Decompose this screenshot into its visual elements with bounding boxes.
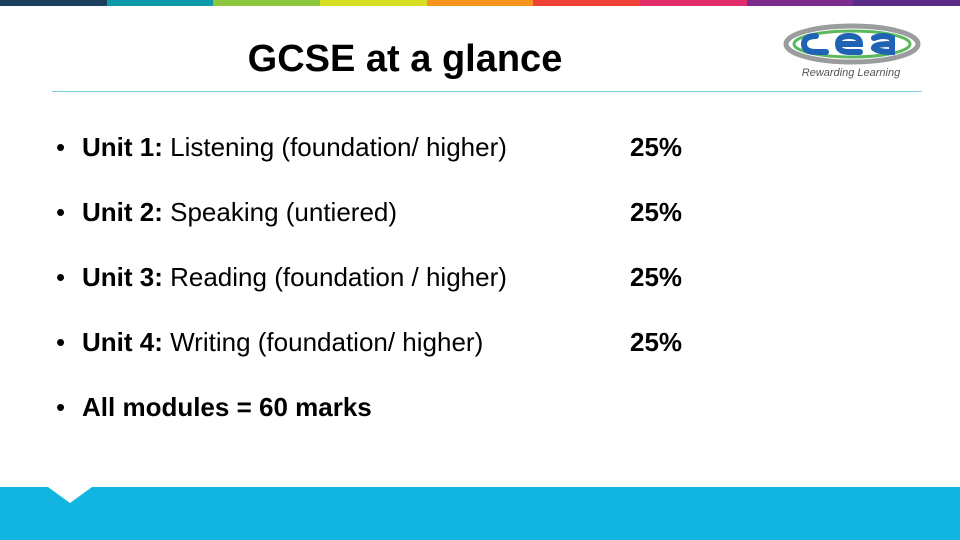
unit-description: Writing (foundation/ higher) bbox=[162, 327, 484, 357]
unit-description: Speaking (untiered) bbox=[162, 197, 398, 227]
unit-label: Unit 1: bbox=[82, 132, 163, 162]
stripe-segment bbox=[0, 0, 107, 6]
logo-tagline: Rewarding Learning bbox=[801, 67, 901, 79]
list-item-unit-2: • Unit 2: Speaking (untiered) 25% bbox=[56, 191, 776, 256]
bullet-icon: • bbox=[56, 392, 66, 422]
stripe-segment bbox=[533, 0, 641, 6]
unit-description: Listening (foundation/ higher) bbox=[162, 132, 507, 162]
list-item-unit-3: • Unit 3: Reading (foundation / higher) … bbox=[56, 256, 776, 321]
stripe-segment bbox=[426, 0, 534, 6]
title-underline bbox=[52, 91, 922, 92]
unit-label: Unit 4: bbox=[82, 327, 163, 357]
unit-label: Unit 2: bbox=[82, 197, 163, 227]
cea-logo-icon bbox=[783, 23, 921, 65]
bullet-list: • Unit 1: Listening (foundation/ higher)… bbox=[56, 126, 776, 451]
unit-weight: 25% bbox=[630, 327, 683, 357]
stripe-segment bbox=[746, 0, 854, 6]
bullet-icon: • bbox=[56, 197, 66, 227]
list-item-summary: • All modules = 60 marks bbox=[56, 386, 776, 451]
stripe-segment bbox=[640, 0, 747, 6]
unit-weight: 25% bbox=[630, 132, 683, 162]
stripe-segment bbox=[853, 0, 960, 6]
footer-notch bbox=[48, 487, 92, 503]
bullet-icon: • bbox=[56, 327, 66, 357]
top-color-stripe bbox=[0, 0, 960, 6]
bullet-icon: • bbox=[56, 132, 66, 162]
list-item-unit-4: • Unit 4: Writing (foundation/ higher) 2… bbox=[56, 321, 776, 386]
slide-title: GCSE at a glance bbox=[247, 38, 563, 80]
unit-label: Unit 3: bbox=[82, 262, 163, 292]
summary-text: All modules = 60 marks bbox=[82, 392, 372, 422]
footer-band bbox=[0, 487, 960, 540]
cea-logo: Rewarding Learning bbox=[778, 22, 924, 82]
stripe-segment bbox=[320, 0, 427, 6]
unit-weight: 25% bbox=[630, 262, 683, 292]
unit-description: Reading (foundation / higher) bbox=[162, 262, 507, 292]
bullet-icon: • bbox=[56, 262, 66, 292]
list-item-unit-1: • Unit 1: Listening (foundation/ higher)… bbox=[56, 126, 776, 191]
stripe-segment bbox=[213, 0, 321, 6]
unit-weight: 25% bbox=[630, 197, 683, 227]
stripe-segment bbox=[106, 0, 214, 6]
